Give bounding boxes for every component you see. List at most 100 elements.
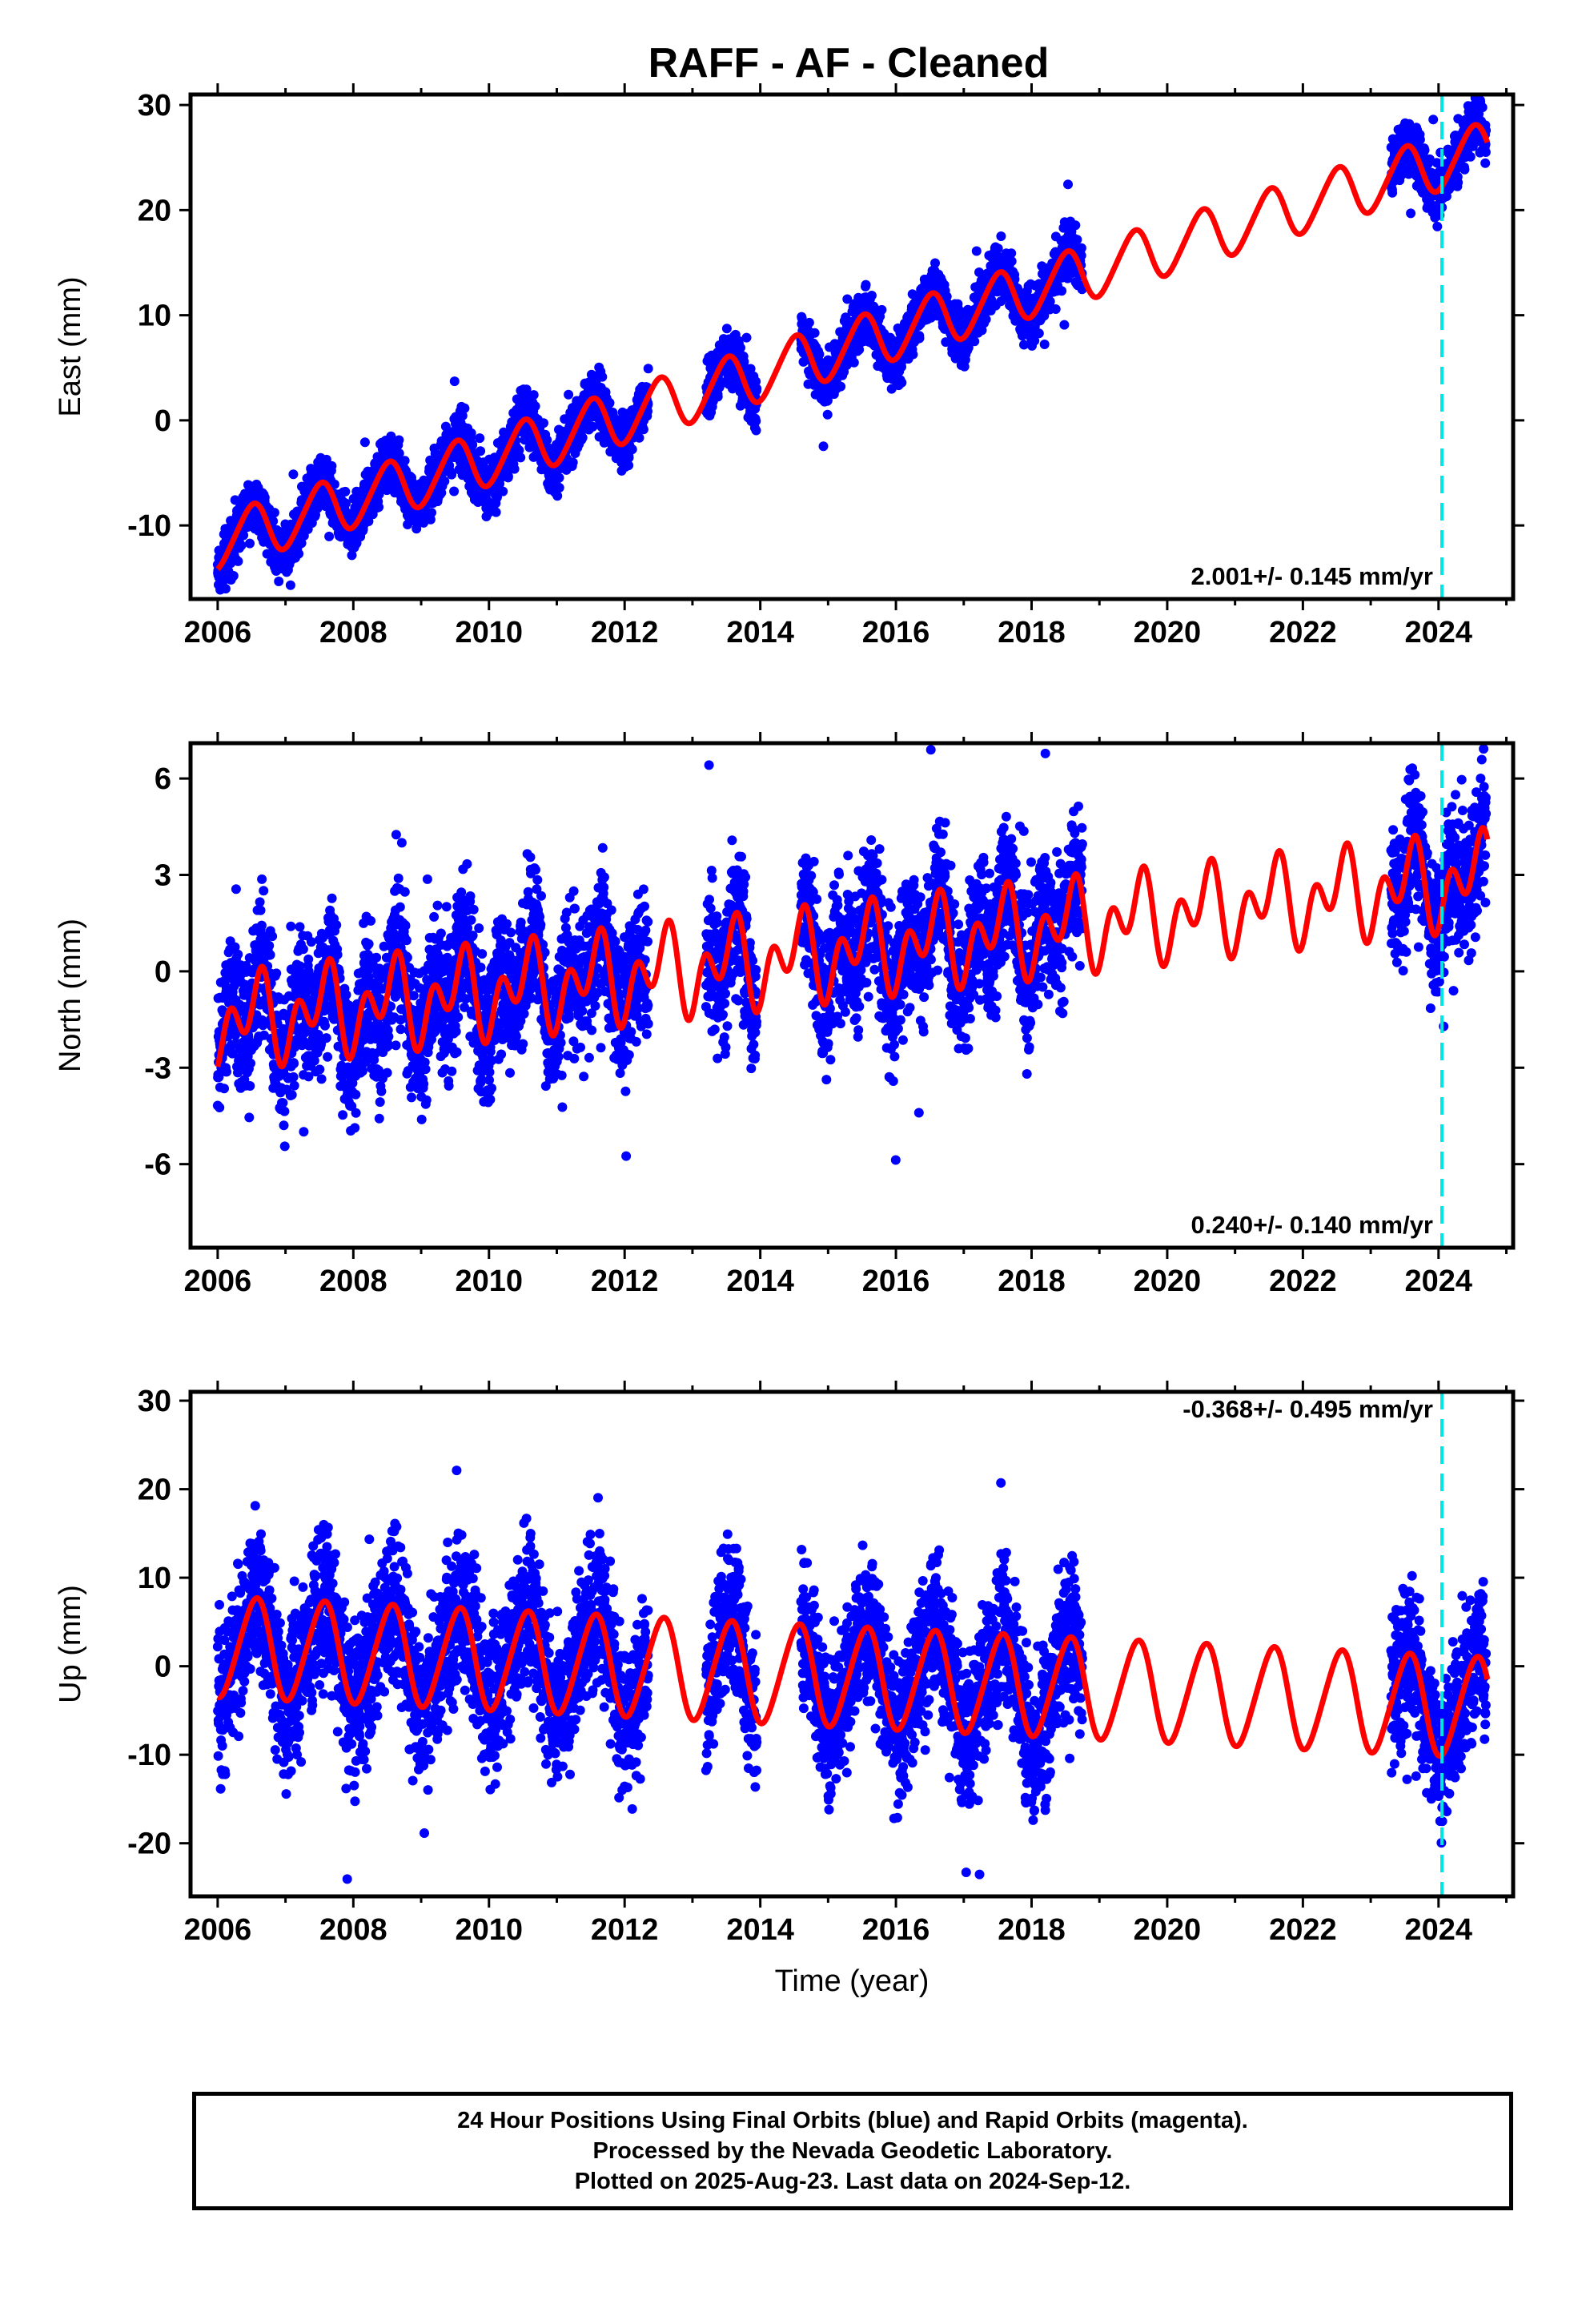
east-data-point: [751, 425, 761, 436]
east-data-point: [634, 432, 644, 443]
east-data-point: [394, 435, 404, 445]
east-observations: [212, 94, 1492, 595]
east-data-point: [1050, 304, 1061, 314]
east-data-point: [427, 508, 436, 518]
east-data-point: [1415, 135, 1425, 145]
east-data-point: [1063, 179, 1073, 190]
east-data-point: [220, 584, 231, 594]
north-data-point: [231, 884, 241, 895]
east-data-point: [475, 433, 485, 444]
east-data-point: [491, 507, 501, 517]
east-y-tick-label: 0: [155, 404, 171, 438]
east-data-point: [1460, 164, 1470, 175]
north-data-point: [265, 950, 275, 960]
north-data-point: [245, 1081, 255, 1091]
east-data-point: [528, 390, 539, 400]
east-data-point: [568, 457, 578, 468]
north-data-point: [222, 1067, 231, 1077]
east-x-tick-label: 2014: [726, 616, 794, 649]
east-data-point: [288, 469, 299, 480]
east-data-point: [321, 454, 331, 464]
east-data-point: [638, 424, 648, 435]
east-data-point: [466, 428, 476, 438]
east-data-point: [1006, 256, 1017, 267]
east-data-point: [374, 502, 384, 513]
east-data-point: [449, 486, 460, 497]
east-data-point: [340, 486, 351, 497]
east-data-point: [804, 317, 814, 328]
north-data-point: [259, 886, 269, 896]
east-data-point: [285, 580, 295, 590]
east-data-point: [627, 444, 637, 455]
east-data-point: [1076, 243, 1086, 253]
east-y-tick-label: -10: [127, 509, 171, 543]
north-data-point: [215, 1103, 225, 1112]
east-data-point: [476, 446, 486, 456]
north-data-point: [257, 874, 267, 884]
east-data-point: [1453, 177, 1464, 187]
east-data-point: [930, 258, 940, 268]
east-data-point: [713, 392, 723, 402]
north-data-point: [264, 940, 275, 951]
east-data-point: [877, 304, 887, 315]
east-data-point: [849, 357, 859, 368]
north-data-point: [233, 949, 243, 959]
east-x-tick-label: 2022: [1269, 616, 1337, 649]
east-data-point: [751, 416, 761, 426]
east-data-point: [400, 456, 410, 466]
east-data-point: [970, 336, 980, 347]
east-data-point: [296, 538, 307, 549]
east-y-tick-label: 10: [138, 300, 171, 333]
east-data-point: [861, 279, 871, 290]
east-data-point: [1419, 145, 1430, 155]
east-data-point: [1406, 208, 1416, 219]
east-data-point: [245, 538, 255, 549]
east-data-point: [643, 364, 653, 374]
east-data-point: [1477, 103, 1488, 113]
east-data-point: [239, 530, 249, 541]
east-data-point: [341, 498, 351, 509]
east-data-point: [597, 372, 608, 382]
east-data-point: [914, 333, 925, 344]
figure-title: RAFF - AF - Cleaned: [648, 40, 1050, 86]
east-data-point: [236, 541, 247, 551]
east-data-point: [1070, 220, 1081, 231]
east-data-point: [1072, 235, 1082, 245]
east-y-tick-label: 30: [138, 89, 171, 123]
east-data-point: [460, 403, 470, 413]
east-data-point: [554, 483, 564, 493]
east-data-point: [836, 381, 846, 392]
east-x-tick-label: 2020: [1134, 616, 1202, 649]
east-x-tick-label: 2006: [184, 616, 252, 649]
east-data-point: [347, 550, 357, 561]
east-data-point: [866, 291, 877, 300]
east-data-point: [449, 376, 460, 387]
east-data-point: [530, 401, 540, 412]
east-data-point: [233, 556, 243, 566]
east-data-point: [228, 571, 239, 581]
east-x-tick-label: 2016: [862, 616, 930, 649]
east-data-point: [363, 517, 374, 526]
east-data-point: [269, 508, 279, 518]
east-data-point: [509, 464, 520, 474]
east-data-point: [324, 531, 335, 541]
east-x-tick-label: 2008: [319, 616, 387, 649]
east-plot-area: [212, 94, 1492, 599]
east-data-point: [814, 349, 825, 360]
north-data-point: [255, 897, 265, 907]
east-data-point: [908, 349, 918, 360]
east-data-point: [329, 479, 339, 489]
east-data-point: [516, 452, 526, 463]
east-data-point: [736, 343, 745, 353]
east-data-point: [274, 577, 284, 586]
east-data-point: [1465, 151, 1476, 162]
east-data-point: [721, 324, 732, 334]
east-y-axis-label: East (mm): [54, 276, 87, 416]
north-panel: 2006 2008 2010 2012 2014 2016 2018 2020 2022 2024…: [54, 732, 1524, 1298]
east-data-point: [818, 441, 829, 452]
east-data-point: [552, 491, 563, 501]
east-x-tick-label: 2012: [591, 616, 659, 649]
east-data-point: [1480, 158, 1491, 168]
east-data-point: [822, 409, 833, 420]
